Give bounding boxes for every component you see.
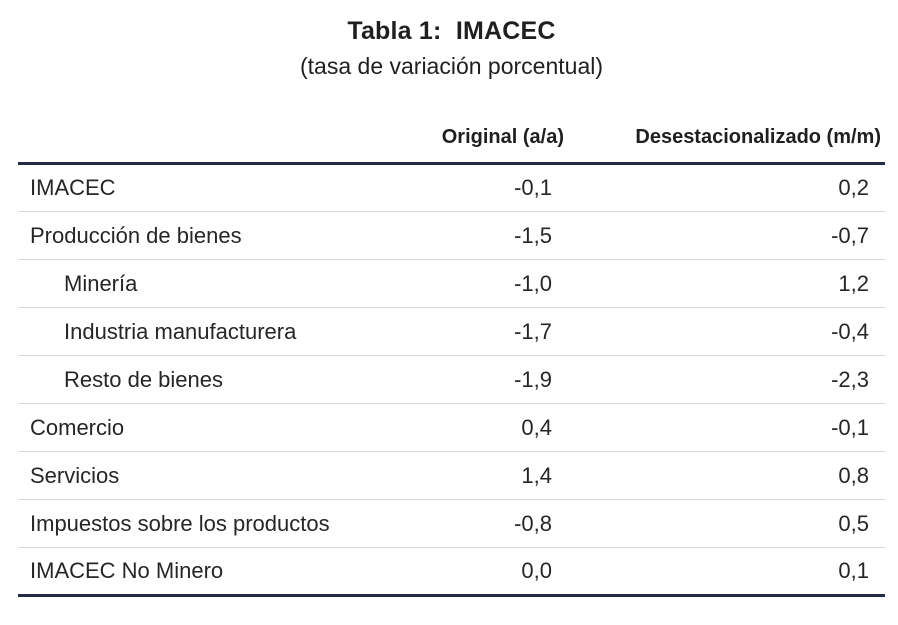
row-value-desestacionalizado: 0,2 bbox=[568, 163, 885, 213]
row-value-desestacionalizado: 0,5 bbox=[568, 499, 885, 549]
row-label: IMACEC No Minero bbox=[18, 547, 403, 598]
row-value-desestacionalizado: -0,7 bbox=[568, 211, 885, 261]
table-row-imacec-no-minero: IMACEC No Minero 0,0 0,1 bbox=[18, 547, 885, 598]
column-header-original: Original (a/a) bbox=[403, 82, 568, 166]
row-value-original: 1,4 bbox=[403, 451, 568, 501]
row-value-desestacionalizado: -0,1 bbox=[568, 403, 885, 453]
row-label: Comercio bbox=[18, 403, 403, 453]
row-value-desestacionalizado: 1,2 bbox=[568, 259, 885, 309]
row-value-desestacionalizado: 0,1 bbox=[568, 547, 885, 598]
row-value-original: -0,8 bbox=[403, 499, 568, 549]
row-label: Impuestos sobre los productos bbox=[18, 499, 403, 549]
row-value-original: -1,7 bbox=[403, 307, 568, 357]
row-value-desestacionalizado: 0,8 bbox=[568, 451, 885, 501]
row-value-original: -1,9 bbox=[403, 355, 568, 405]
table-body: IMACEC -0,1 0,2 Producción de bienes -1,… bbox=[18, 163, 885, 598]
row-label: Minería bbox=[18, 259, 403, 309]
row-value-original: 0,0 bbox=[403, 547, 568, 598]
column-header-empty bbox=[18, 82, 403, 166]
row-label: Producción de bienes bbox=[18, 211, 403, 261]
table-row-industria-manufacturera: Industria manufacturera -1,7 -0,4 bbox=[18, 307, 885, 357]
table-row-impuestos-sobre-los-productos: Impuestos sobre los productos -0,8 0,5 bbox=[18, 499, 885, 549]
table-title: Tabla 1: IMACEC bbox=[347, 17, 556, 45]
row-value-original: -0,1 bbox=[403, 163, 568, 213]
row-value-desestacionalizado: -0,4 bbox=[568, 307, 885, 357]
table-row-mineria: Minería -1,0 1,2 bbox=[18, 259, 885, 309]
row-value-original: 0,4 bbox=[403, 403, 568, 453]
table-row-resto-de-bienes: Resto de bienes -1,9 -2,3 bbox=[18, 355, 885, 405]
table-header-block: Tabla 1: IMACEC (tasa de variación porce… bbox=[18, 0, 885, 82]
row-label: IMACEC bbox=[18, 163, 403, 213]
row-label: Resto de bienes bbox=[18, 355, 403, 405]
header-row: Original (a/a) Desestacionalizado (m/m) bbox=[18, 82, 885, 166]
row-label: Industria manufacturera bbox=[18, 307, 403, 357]
row-label: Servicios bbox=[18, 451, 403, 501]
row-value-original: -1,5 bbox=[403, 211, 568, 261]
column-header-desestacionalizado: Desestacionalizado (m/m) bbox=[568, 82, 885, 166]
row-value-desestacionalizado: -2,3 bbox=[568, 355, 885, 405]
imacec-table: Original (a/a) Desestacionalizado (m/m) … bbox=[18, 82, 885, 598]
table-subtitle: (tasa de variación porcentual) bbox=[300, 53, 603, 80]
table-row-comercio: Comercio 0,4 -0,1 bbox=[18, 403, 885, 453]
table-row-servicios: Servicios 1,4 0,8 bbox=[18, 451, 885, 501]
table-row-imacec: IMACEC -0,1 0,2 bbox=[18, 163, 885, 213]
table-row-produccion-de-bienes: Producción de bienes -1,5 -0,7 bbox=[18, 211, 885, 261]
row-value-original: -1,0 bbox=[403, 259, 568, 309]
table-head: Original (a/a) Desestacionalizado (m/m) bbox=[18, 82, 885, 166]
